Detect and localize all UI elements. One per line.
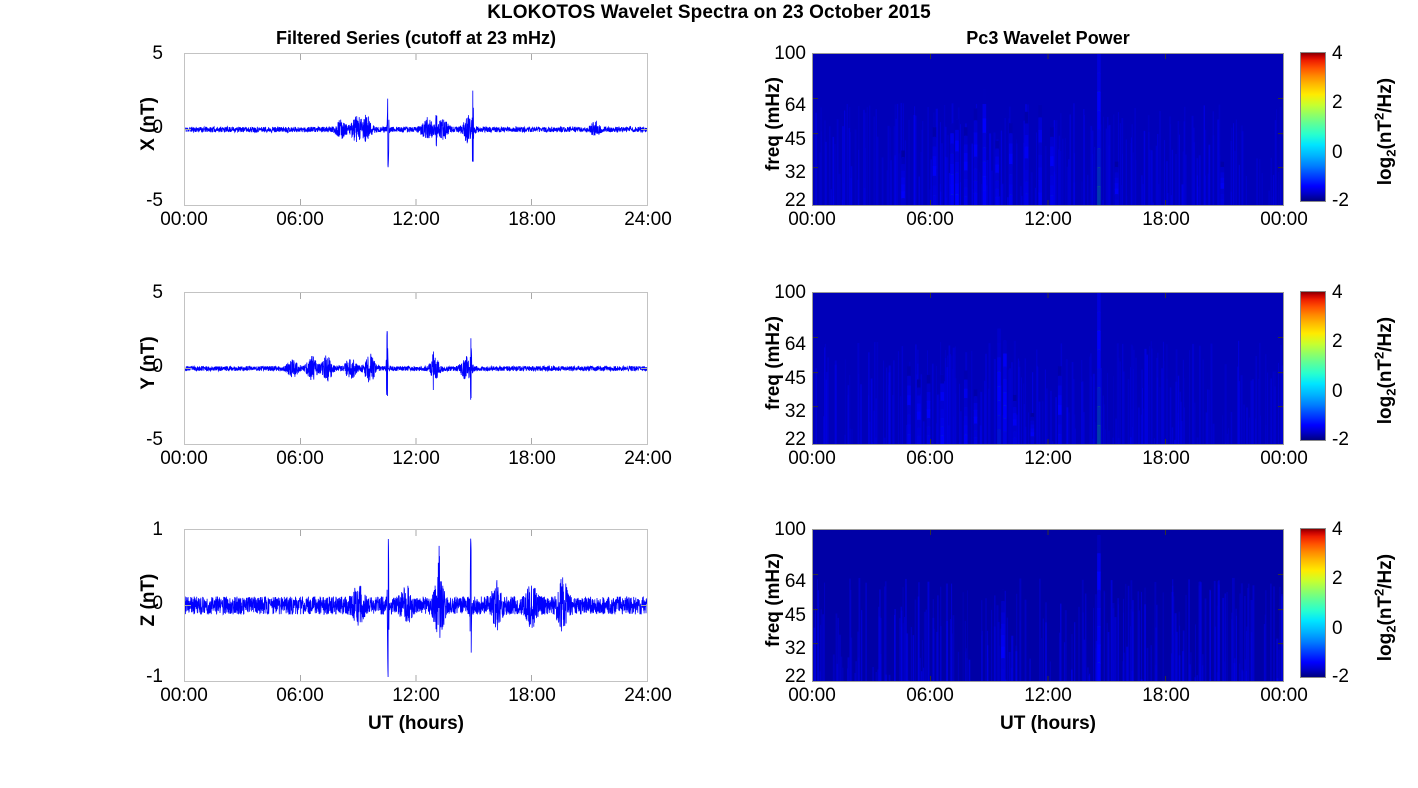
x-axis-label-right: UT (hours) (999, 713, 1097, 734)
cbtick-y-3: -2 (1332, 429, 1349, 450)
xtick-ts-y-1: 06:00 (276, 448, 324, 469)
ytick-y-1: 0 (152, 356, 163, 377)
colorbar-x[interactable] (1300, 52, 1326, 202)
colorbar-z[interactable] (1300, 528, 1326, 678)
xtick-ts-z-0: 00:00 (160, 685, 208, 706)
xtick-spec-y-2: 12:00 (1024, 448, 1072, 469)
xtick-ts-z-2: 12:00 (392, 685, 440, 706)
xtick-spec-y-4: 00:00 (1260, 448, 1308, 469)
ytick-x-0: 5 (152, 43, 163, 64)
xtick-ts-y-4: 24:00 (624, 448, 672, 469)
colorbar-label-x: log2(nT2/Hz) (1371, 77, 1399, 186)
ytick-z-1: 0 (152, 593, 163, 614)
x-axis-label-left: UT (hours) (367, 713, 465, 734)
xtick-spec-x-0: 00:00 (788, 209, 836, 230)
ytick-spec-y-0: 100 (774, 282, 806, 303)
cbtick-z-1: 2 (1332, 568, 1343, 589)
xtick-spec-z-3: 18:00 (1142, 685, 1190, 706)
cbtick-z-2: 0 (1332, 618, 1343, 639)
ytick-spec-x-2: 45 (784, 129, 806, 150)
ytick-spec-x-4: 22 (784, 190, 806, 211)
spectrogram-axes-x[interactable] (812, 53, 1284, 206)
xtick-ts-x-4: 24:00 (624, 209, 672, 230)
colorbar-label-y: log2(nT2/Hz) (1371, 316, 1399, 425)
ytick-spec-x-0: 100 (774, 43, 806, 64)
xtick-ts-x-3: 18:00 (508, 209, 556, 230)
cbtick-x-0: 4 (1332, 43, 1343, 64)
colorbar-label-z: log2(nT2/Hz) (1371, 553, 1399, 662)
xtick-spec-x-1: 06:00 (906, 209, 954, 230)
ytick-z-2: -1 (146, 666, 163, 687)
xtick-ts-z-1: 06:00 (276, 685, 324, 706)
right-column-title: Pc3 Wavelet Power (966, 28, 1130, 48)
ytick-x-2: -5 (146, 190, 163, 211)
ytick-spec-z-0: 100 (774, 519, 806, 540)
ytick-x-1: 0 (152, 117, 163, 138)
colorbar-y[interactable] (1300, 291, 1326, 441)
ytick-spec-z-1: 64 (784, 571, 806, 592)
xtick-ts-z-4: 24:00 (624, 685, 672, 706)
cbtick-y-1: 2 (1332, 331, 1343, 352)
ytick-spec-y-4: 22 (784, 429, 806, 450)
spectrogram-axes-y[interactable] (812, 292, 1284, 445)
ytick-spec-y-1: 64 (784, 334, 806, 355)
timeseries-axes-x[interactable] (184, 53, 648, 206)
cbtick-x-3: -2 (1332, 190, 1349, 211)
figure-title: KLOKOTOS Wavelet Spectra on 23 October 2… (487, 2, 931, 23)
ytick-spec-z-3: 32 (784, 638, 806, 659)
xtick-spec-x-3: 18:00 (1142, 209, 1190, 230)
xtick-ts-y-0: 00:00 (160, 448, 208, 469)
ytick-y-2: -5 (146, 429, 163, 450)
spectrogram-axes-z[interactable] (812, 529, 1284, 682)
xtick-ts-z-3: 18:00 (508, 685, 556, 706)
xtick-spec-y-0: 00:00 (788, 448, 836, 469)
ytick-spec-y-3: 32 (784, 401, 806, 422)
xtick-ts-x-0: 00:00 (160, 209, 208, 230)
xtick-spec-z-4: 00:00 (1260, 685, 1308, 706)
ytick-spec-x-1: 64 (784, 95, 806, 116)
left-column-title: Filtered Series (cutoff at 23 mHz) (275, 28, 557, 48)
cbtick-z-0: 4 (1332, 519, 1343, 540)
timeseries-axes-z[interactable] (184, 529, 648, 682)
xtick-spec-x-2: 12:00 (1024, 209, 1072, 230)
xtick-spec-z-1: 06:00 (906, 685, 954, 706)
ytick-spec-z-4: 22 (784, 666, 806, 687)
cbtick-y-2: 0 (1332, 381, 1343, 402)
xtick-spec-z-2: 12:00 (1024, 685, 1072, 706)
ytick-spec-y-2: 45 (784, 368, 806, 389)
ytick-spec-x-3: 32 (784, 162, 806, 183)
cbtick-x-2: 0 (1332, 142, 1343, 163)
xtick-spec-x-4: 00:00 (1260, 209, 1308, 230)
cbtick-y-0: 4 (1332, 282, 1343, 303)
xtick-spec-y-3: 18:00 (1142, 448, 1190, 469)
xtick-ts-x-1: 06:00 (276, 209, 324, 230)
xtick-spec-z-0: 00:00 (788, 685, 836, 706)
timeseries-axes-y[interactable] (184, 292, 648, 445)
ytick-y-0: 5 (152, 282, 163, 303)
cbtick-z-3: -2 (1332, 666, 1349, 687)
xtick-ts-y-3: 18:00 (508, 448, 556, 469)
xtick-ts-y-2: 12:00 (392, 448, 440, 469)
xtick-ts-x-2: 12:00 (392, 209, 440, 230)
ytick-z-0: 1 (152, 519, 163, 540)
ytick-spec-z-2: 45 (784, 605, 806, 626)
cbtick-x-1: 2 (1332, 92, 1343, 113)
xtick-spec-y-1: 06:00 (906, 448, 954, 469)
